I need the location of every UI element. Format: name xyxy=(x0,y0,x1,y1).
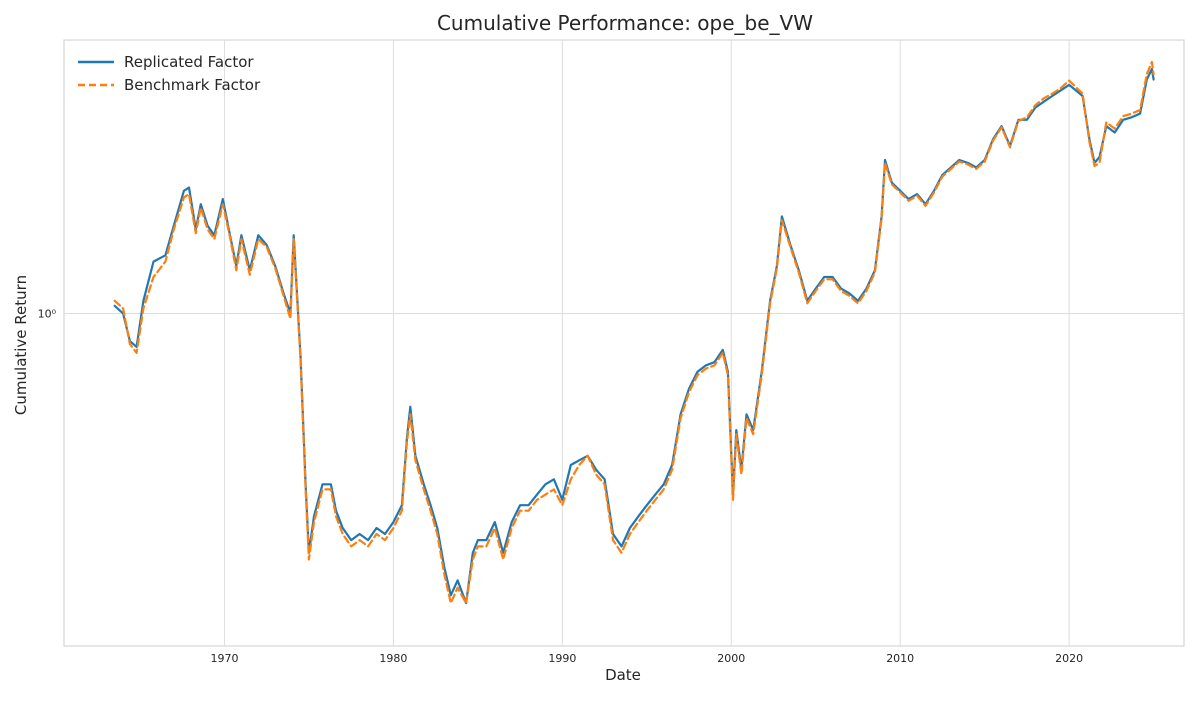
x-tick-label: 1970 xyxy=(210,652,238,665)
gridlines xyxy=(64,40,1184,646)
x-tick-label: 1990 xyxy=(548,652,576,665)
legend: Replicated Factor Benchmark Factor xyxy=(78,53,261,94)
x-axis-ticks: 1970 1980 1990 2000 2010 2020 xyxy=(210,652,1083,665)
x-axis-label: Date xyxy=(605,666,641,684)
x-tick-label: 2020 xyxy=(1055,652,1083,665)
x-tick-label: 2010 xyxy=(886,652,914,665)
y-axis-ticks: 10⁰ xyxy=(38,308,57,321)
legend-label-replicated: Replicated Factor xyxy=(124,53,254,71)
x-tick-label: 1980 xyxy=(379,652,407,665)
chart-title: Cumulative Performance: ope_be_VW xyxy=(437,11,813,35)
y-axis-label: Cumulative Return xyxy=(12,275,30,415)
series-line-benchmark xyxy=(113,60,1155,605)
y-tick-label: 10⁰ xyxy=(38,308,57,321)
x-tick-label: 2000 xyxy=(717,652,745,665)
legend-label-benchmark: Benchmark Factor xyxy=(124,76,261,94)
series-layer xyxy=(113,60,1155,605)
